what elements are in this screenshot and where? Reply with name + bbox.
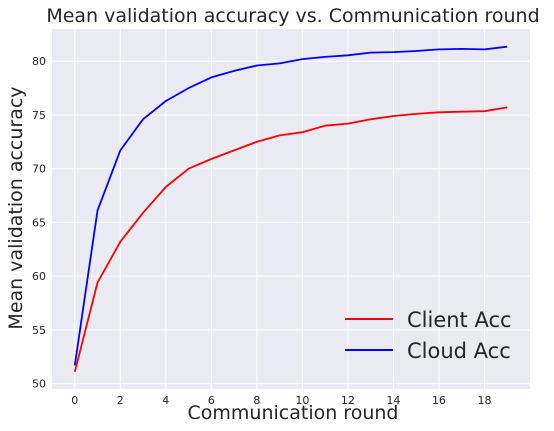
x-tick-label: 0 <box>71 394 78 407</box>
series-lines <box>73 45 508 373</box>
y-tick-label: 60 <box>32 270 46 283</box>
x-tick-label: 18 <box>477 394 491 407</box>
x-tick-label: 2 <box>117 394 124 407</box>
plot-background <box>52 29 530 389</box>
chart-title: Mean validation accuracy vs. Communicati… <box>46 5 539 27</box>
x-tick-label: 8 <box>253 394 260 407</box>
y-tick-label: 75 <box>32 109 46 122</box>
x-tick-label: 6 <box>208 394 215 407</box>
series-line-client-acc <box>73 106 508 373</box>
x-tick-label: 12 <box>341 394 355 407</box>
y-tick-label: 80 <box>32 55 46 68</box>
legend-label-client-acc: Client Acc <box>407 308 512 332</box>
series-line-cloud-acc <box>73 45 508 366</box>
legend: Client Acc Cloud Acc <box>345 308 512 363</box>
x-tick-label: 16 <box>432 394 446 407</box>
y-axis-label: Mean validation accuracy <box>5 86 27 329</box>
x-tick-label: 14 <box>386 394 400 407</box>
y-tick-label: 55 <box>32 324 46 337</box>
x-tick-label: 4 <box>162 394 169 407</box>
x-axis-label: Communication round <box>188 402 399 424</box>
y-tick-labels: 50 55 60 65 70 75 80 <box>32 55 46 390</box>
x-tick-label: 10 <box>295 394 309 407</box>
y-tick-label: 50 <box>32 378 46 391</box>
legend-label-cloud-acc: Cloud Acc <box>407 339 511 363</box>
vertical-gridlines <box>74 29 485 389</box>
y-tick-label: 70 <box>32 163 46 176</box>
x-tick-labels: 0 2 4 6 8 10 12 14 16 18 <box>71 394 491 407</box>
y-tick-label: 65 <box>32 216 46 229</box>
